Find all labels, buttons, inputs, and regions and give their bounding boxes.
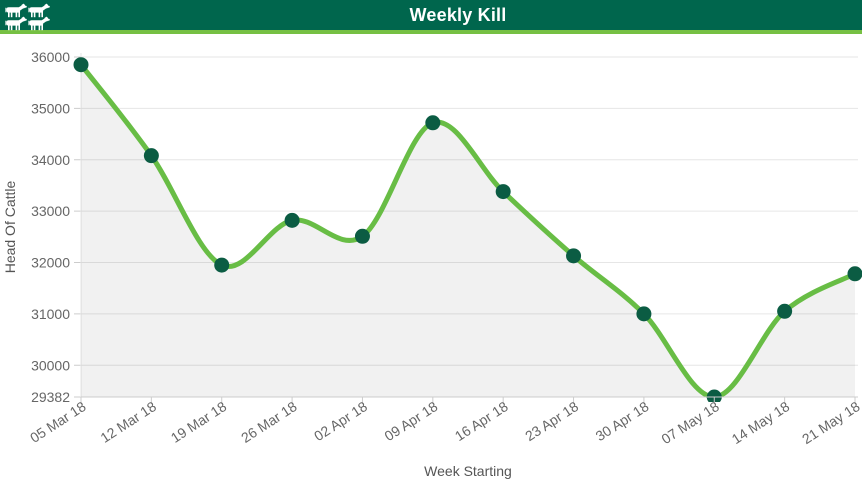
y-axis-label: 34000 — [31, 152, 70, 168]
header-accent-bar — [0, 30, 862, 34]
x-axis-label: 16 Apr 18 — [452, 398, 511, 444]
page-title: Weekly Kill — [409, 5, 507, 25]
x-axis-label: 07 May 18 — [658, 398, 722, 447]
y-axis-label: 35000 — [31, 100, 70, 116]
x-axis-label: 26 Mar 18 — [238, 398, 300, 446]
x-axis-label: 14 May 18 — [729, 398, 793, 447]
y-axis-label: 36000 — [31, 49, 70, 65]
data-point[interactable] — [706, 389, 722, 405]
x-axis-title: Week Starting — [424, 463, 512, 479]
y-axis-label: 30000 — [31, 357, 70, 373]
data-point[interactable] — [73, 57, 89, 73]
y-axis-label: 31000 — [31, 306, 70, 322]
x-axis-label: 23 Apr 18 — [522, 398, 581, 444]
data-point[interactable] — [777, 303, 793, 319]
data-point[interactable] — [284, 212, 300, 228]
y-axis-title: Head Of Cattle — [2, 180, 18, 273]
x-axis-label: 05 Mar 18 — [27, 398, 89, 446]
y-axis-label: 29382 — [31, 389, 70, 405]
data-point[interactable] — [354, 228, 370, 244]
series-group — [73, 57, 862, 405]
series-area — [81, 64, 855, 398]
data-point[interactable] — [214, 257, 230, 273]
y-axis-label: 32000 — [31, 255, 70, 271]
x-axis-label: 21 May 18 — [799, 398, 862, 447]
y-axis-label: 33000 — [31, 203, 70, 219]
weekly-kill-chart: 29382 30000 31000 32000 33000 34000 35000 36000… — [2, 49, 862, 479]
data-point[interactable] — [143, 148, 159, 164]
x-axis-label: 19 Mar 18 — [168, 398, 230, 446]
chart-container: 29382 30000 31000 32000 33000 34000 35000 36000… — [0, 34, 862, 490]
cattle-icon — [0, 0, 54, 31]
data-point[interactable] — [566, 248, 582, 264]
app-header: Weekly Kill — [0, 0, 862, 31]
x-axis-label: 02 Apr 18 — [311, 398, 370, 444]
x-axis-label: 12 Mar 18 — [97, 398, 159, 446]
data-point[interactable] — [636, 306, 652, 322]
data-point[interactable] — [495, 184, 511, 200]
data-point[interactable] — [847, 266, 862, 282]
x-axis-label: 30 Apr 18 — [593, 398, 652, 444]
x-axis-label: 09 Apr 18 — [381, 398, 440, 444]
data-point[interactable] — [425, 115, 441, 131]
